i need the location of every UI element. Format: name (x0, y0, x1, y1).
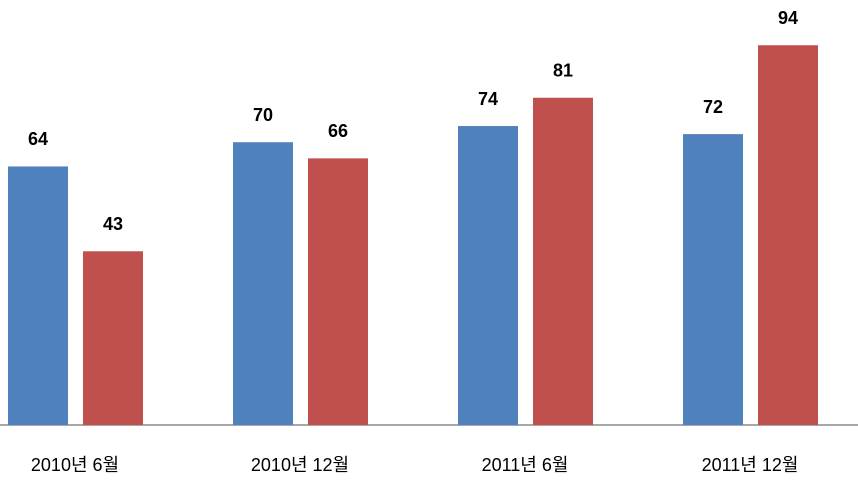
bar (83, 251, 143, 425)
value-label: 81 (553, 61, 573, 81)
bar (458, 126, 518, 425)
value-label: 70 (253, 105, 273, 125)
bar (308, 158, 368, 426)
value-label: 66 (328, 121, 348, 141)
value-label: 64 (28, 129, 48, 149)
x-tick-label: 2010년 6월 (31, 455, 119, 475)
bar (758, 45, 818, 426)
value-label: 74 (478, 89, 498, 109)
x-tick-label: 2011년 6월 (482, 455, 569, 475)
value-label: 72 (703, 97, 723, 117)
value-label: 94 (778, 8, 798, 28)
bar (683, 134, 743, 425)
bar (533, 97, 593, 425)
x-tick-label: 2011년 12월 (702, 455, 799, 475)
x-tick-label: 2010년 12월 (251, 455, 349, 475)
bar (233, 142, 293, 425)
bar (8, 166, 68, 425)
value-label: 43 (103, 214, 123, 234)
